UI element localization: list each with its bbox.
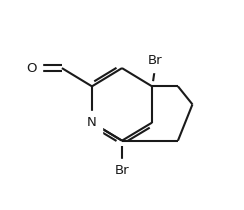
Text: O: O	[26, 62, 37, 75]
Text: Br: Br	[148, 54, 163, 67]
Text: N: N	[87, 116, 97, 129]
Text: Br: Br	[115, 164, 129, 177]
